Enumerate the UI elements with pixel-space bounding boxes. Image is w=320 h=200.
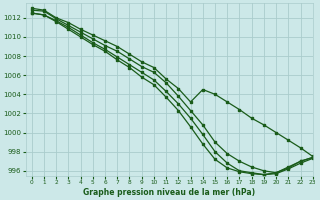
X-axis label: Graphe pression niveau de la mer (hPa): Graphe pression niveau de la mer (hPa) <box>83 188 255 197</box>
